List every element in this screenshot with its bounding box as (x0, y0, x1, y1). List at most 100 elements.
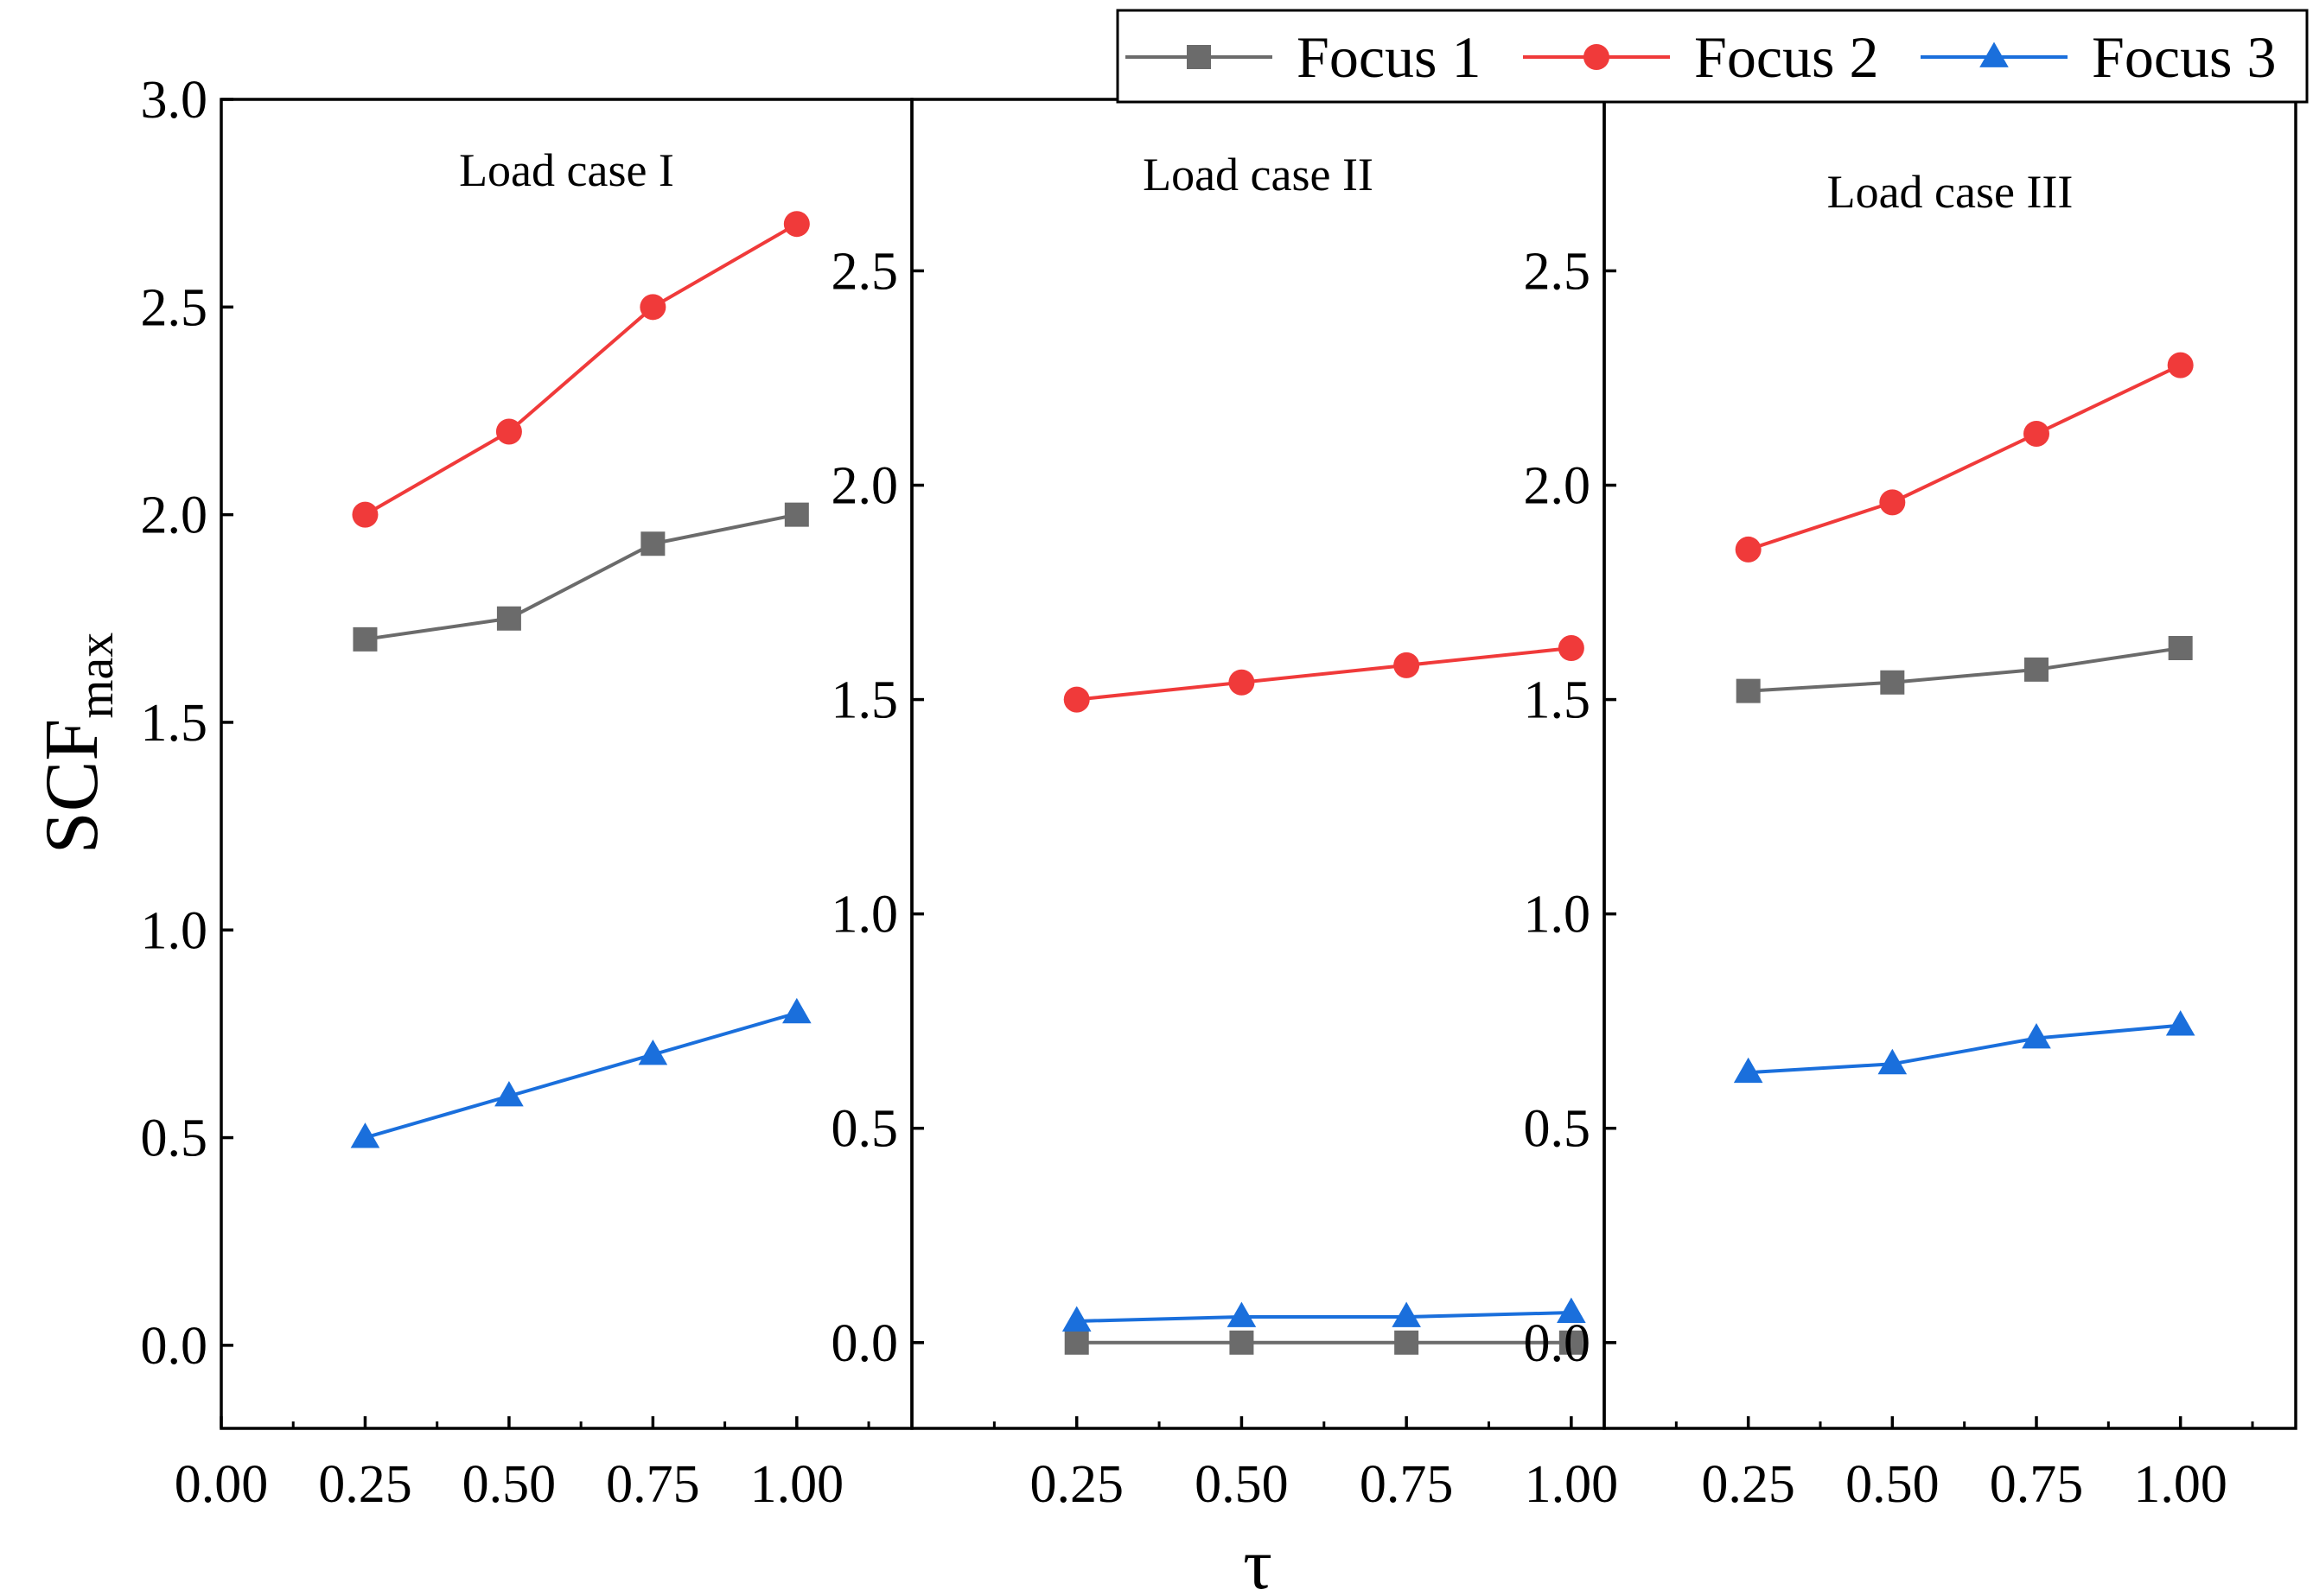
panel-1: 0.0 0.5 1.0 1.5 2.0 2.5 3.0 0.00 0.25 0.50 0.75 1.0… (141, 71, 914, 1514)
y-tick-label: 0.0 (832, 1314, 899, 1373)
panel-title: Load case II (1143, 149, 1373, 200)
y-tick-label: 0.5 (1524, 1100, 1591, 1159)
y-tick-label: 2.0 (1524, 457, 1591, 516)
data-point (640, 294, 666, 321)
series-line (364, 222, 798, 517)
y-tick-label: 1.5 (832, 671, 899, 730)
data-point (783, 211, 810, 238)
legend-box (1116, 9, 2309, 104)
panel-3: 0.0 0.5 1.0 1.5 2.0 2.5 0.25 0.50 0.75 1.00 Load c… (1524, 98, 2297, 1514)
x-tick-label: 1.00 (1525, 1455, 1619, 1514)
y-tick-label: 2.0 (832, 457, 899, 516)
data-point (496, 606, 521, 631)
y-tick-label: 1.5 (1524, 671, 1591, 730)
data-point (1558, 635, 1584, 662)
x-tick-label: 0.25 (1029, 1455, 1124, 1514)
series-line (1076, 646, 1572, 702)
y-tick-label: 1.0 (141, 901, 208, 960)
series-line (364, 1011, 798, 1140)
data-point (1558, 1330, 1583, 1355)
legend: Focus 1 Focus 2 Focus 3 (1116, 9, 2309, 104)
panel-frame (910, 98, 1606, 1430)
panels-layer: 0.0 0.5 1.0 1.5 2.0 2.5 3.0 0.00 0.25 0.50 0.75 1.0… (141, 71, 2297, 1514)
data-point (2168, 636, 2193, 661)
data-point (1879, 489, 1906, 516)
x-tick-label: 0.75 (1360, 1455, 1454, 1514)
x-tick-label: 0.50 (1845, 1455, 1940, 1514)
data-point (2165, 1010, 2195, 1036)
x-axis-title: τ (1243, 1524, 1272, 1596)
data-point (495, 418, 522, 445)
panel-2: 0.0 0.5 1.0 1.5 2.0 2.5 0.25 0.50 0.75 1.00 Load c… (832, 98, 1619, 1514)
data-point (2024, 657, 2049, 682)
x-tick-label: 1.00 (750, 1455, 844, 1514)
panel-title: Load case I (459, 144, 674, 196)
series-line (1748, 363, 2182, 551)
series-focus-2 (1063, 635, 1584, 713)
series-focus-1 (1064, 1330, 1583, 1355)
legend-entry-focus-1: Focus 1 (1125, 24, 1481, 90)
data-point (353, 626, 378, 652)
data-point (2167, 352, 2194, 378)
legend-marker (1187, 45, 1211, 69)
x-tick-label: 0.50 (1195, 1455, 1289, 1514)
y-tick-label: 0.5 (141, 1110, 208, 1168)
panel-frame (220, 98, 914, 1430)
data-point (1877, 1048, 1908, 1075)
y-axis-title: SCFmax (30, 633, 124, 854)
data-point (494, 1081, 524, 1107)
y-tick-label: 2.5 (141, 278, 208, 337)
legend-label: Focus 1 (1297, 24, 1481, 90)
data-point (2023, 420, 2049, 447)
data-point (1392, 1301, 1421, 1327)
series-focus-2 (1735, 352, 2194, 563)
data-point (2022, 1023, 2051, 1049)
series-focus-3 (1733, 1010, 2195, 1084)
x-tick-label: 0.00 (175, 1455, 269, 1514)
x-tick-label: 0.25 (318, 1455, 412, 1514)
legend-entry-focus-2: Focus 2 (1523, 24, 1878, 90)
x-tick-label: 0.50 (462, 1455, 557, 1514)
y-tick-label: 1.0 (1524, 886, 1591, 944)
x-tick-label: 0.75 (1990, 1455, 2084, 1514)
series-focus-3 (1061, 1297, 1586, 1332)
legend-marker (1979, 41, 2009, 67)
legend-entry-focus-3: Focus 3 (1921, 24, 2276, 90)
panel-title: Load case III (1827, 166, 2074, 218)
data-point (782, 997, 812, 1024)
data-point (784, 502, 809, 527)
series-focus-2 (352, 211, 810, 528)
legend-label: Focus 3 (2092, 24, 2276, 90)
y-tick-label: 0.5 (832, 1100, 899, 1159)
data-point (638, 1039, 668, 1065)
series-line (1748, 646, 2181, 693)
data-point (1228, 669, 1255, 696)
series-focus-1 (1736, 636, 2193, 703)
data-point (350, 1122, 380, 1148)
data-point (1061, 1306, 1092, 1332)
data-point (1393, 652, 1420, 678)
data-point (1227, 1301, 1257, 1327)
data-point (1229, 1330, 1254, 1355)
x-tick-label: 0.75 (606, 1455, 700, 1514)
data-point (1735, 536, 1762, 563)
y-tick-label: 2.5 (1524, 242, 1591, 301)
y-tick-label: 1.0 (832, 886, 899, 944)
x-tick-label: 1.00 (2133, 1455, 2227, 1514)
data-point (1736, 678, 1761, 703)
y-axis-title-main: SCF (30, 719, 114, 855)
data-point (1557, 1297, 1586, 1323)
series-line (1748, 1023, 2181, 1075)
series-line (1076, 1311, 1571, 1323)
legend-marker (1583, 44, 1609, 70)
data-point (1394, 1330, 1419, 1355)
y-tick-label: 2.5 (832, 242, 899, 301)
y-tick-label: 2.0 (141, 486, 208, 545)
y-tick-label: 0.0 (1524, 1314, 1591, 1373)
data-point (640, 531, 666, 556)
data-point (1880, 670, 1905, 695)
data-point (1063, 686, 1090, 713)
y-tick-label: 1.5 (141, 694, 208, 753)
data-point (352, 501, 379, 528)
data-point (1064, 1330, 1089, 1355)
